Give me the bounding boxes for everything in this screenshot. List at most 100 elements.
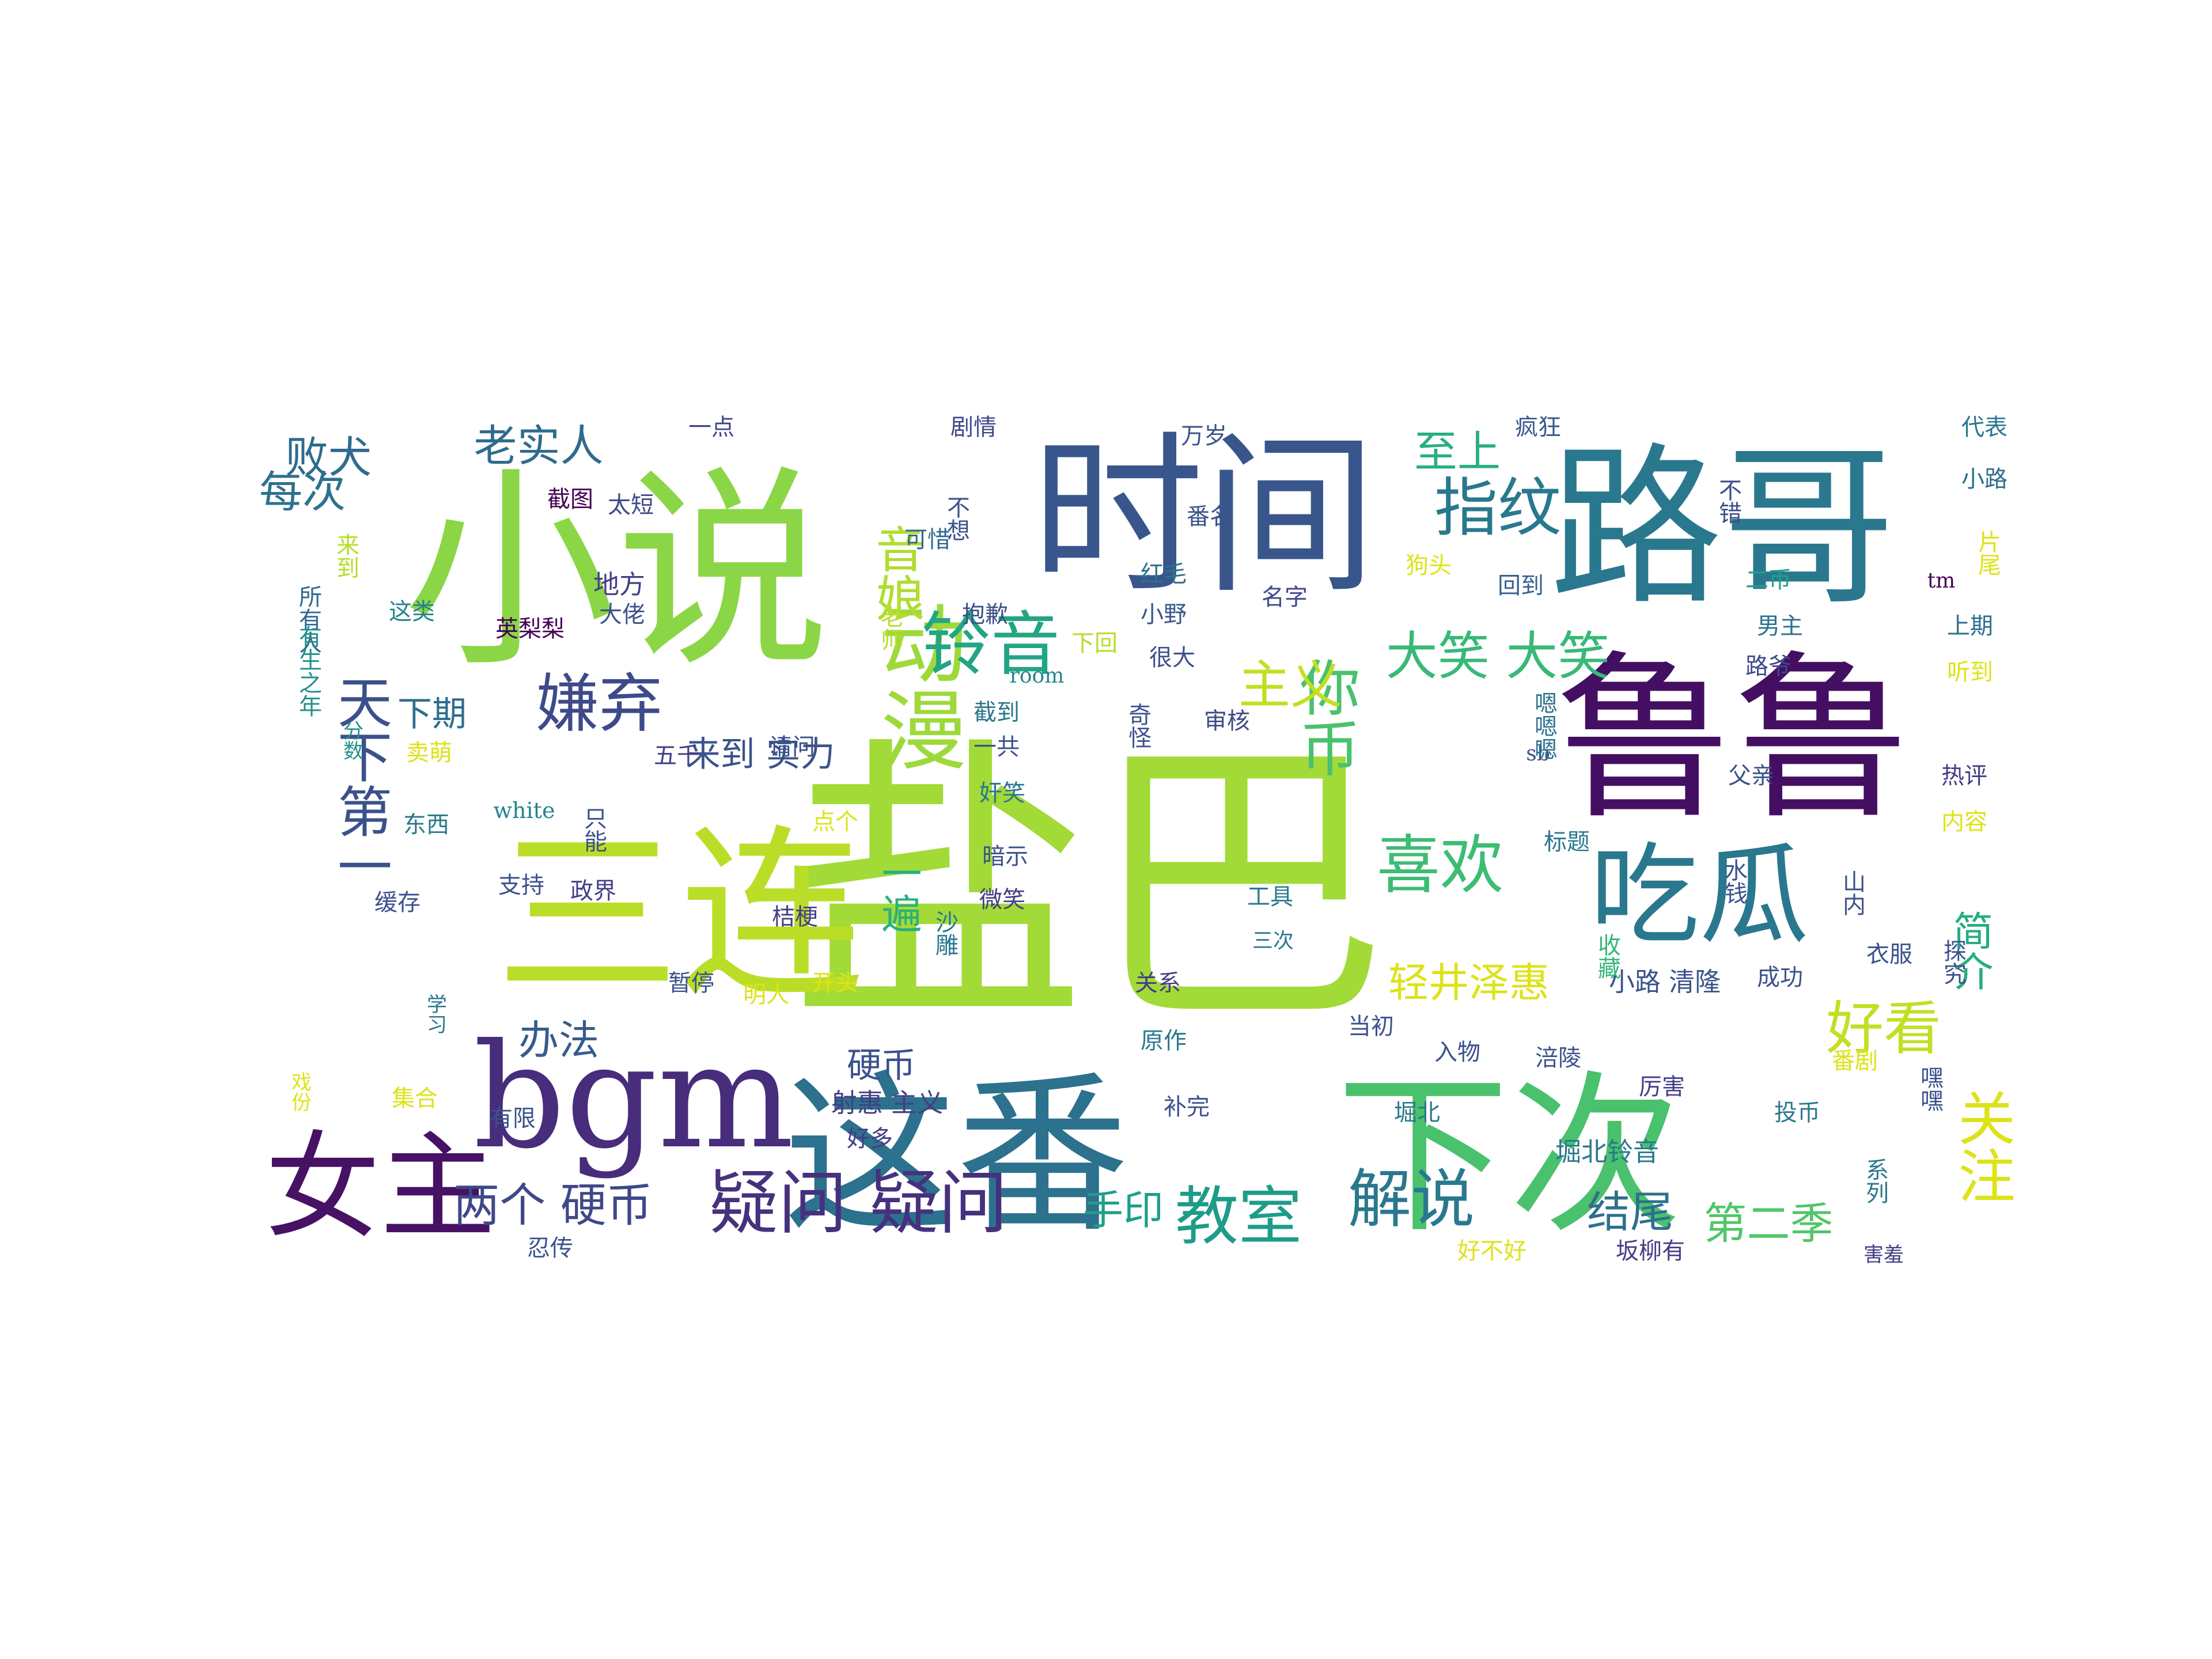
cloud-word: 补完 [1164, 1094, 1210, 1120]
cloud-word: 这类 [389, 599, 435, 625]
cloud-word: 桔梗 [772, 904, 818, 930]
cloud-word: 父亲 [1728, 763, 1774, 789]
cloud-word: bgm [473, 1013, 794, 1180]
cloud-word: 山内 [1839, 870, 1865, 916]
cloud-word: 路哥 [1550, 427, 1895, 628]
cloud-word: 成功 [1757, 964, 1803, 991]
cloud-word: 热评 [1941, 763, 1987, 789]
cloud-word: 明人 [743, 982, 789, 1008]
cloud-word: 投币 [1774, 1100, 1820, 1126]
cloud-word: 喜欢 [1377, 828, 1503, 902]
cloud-word: 时间 [1031, 416, 1377, 617]
cloud-word: 害羞 [1863, 1244, 1904, 1267]
cloud-word: 好看 [1826, 995, 1941, 1062]
cloud-word: 番名 [1187, 503, 1233, 530]
cloud-word: 集合 [392, 1085, 438, 1112]
cloud-word: 厉害 [1639, 1074, 1685, 1100]
cloud-word: 每次 [259, 467, 346, 517]
cloud-word: 铃音 [922, 605, 1060, 685]
cloud-word: 盐巴 [789, 713, 1388, 1062]
cloud-word: 小野 [1141, 601, 1187, 628]
cloud-word: 内容 [1941, 809, 1987, 835]
cloud-word: 开头 [812, 970, 858, 997]
cloud-word: 好多 [847, 1126, 893, 1152]
cloud-word: 天下第一 [328, 674, 392, 893]
cloud-word: 嗯嗯嗯 [1531, 691, 1557, 760]
cloud-word: 好不好 [1457, 1238, 1527, 1264]
cloud-word: 抱歉 [962, 601, 1008, 628]
cloud-word: 小路 清隆 [1609, 967, 1721, 997]
cloud-word: 入物 [1434, 1039, 1480, 1066]
cloud-word: 办法 [518, 1017, 599, 1064]
cloud-word: 下次 [1336, 1055, 1682, 1256]
cloud-word: 番剧 [1832, 1048, 1878, 1074]
cloud-word: 教室 [1175, 1180, 1302, 1253]
cloud-word: 狗头 [1406, 552, 1452, 579]
cloud-word: white [494, 798, 555, 823]
cloud-word: 败犬 [285, 432, 372, 483]
cloud-word: 大佬 [599, 601, 645, 628]
cloud-word: 片尾 [1974, 530, 2001, 576]
cloud-word: 动漫 [866, 599, 966, 772]
cloud-word: 三连 [495, 809, 864, 1023]
cloud-word: 老实人 [474, 421, 603, 471]
cloud-word: 听到 [1947, 659, 1993, 685]
cloud-word: 标题 [1544, 829, 1590, 855]
cloud-word: 疯狂 [1515, 414, 1561, 441]
cloud-word: 硬币 [847, 1046, 916, 1086]
cloud-word: 手印 [1083, 1187, 1164, 1234]
cloud-word: 下回 [1071, 630, 1118, 657]
cloud-word: 来到 [332, 533, 359, 579]
cloud-word: 小路 [1961, 466, 2008, 493]
cloud-word: 英梨梨 [495, 616, 565, 642]
cloud-word: 微笑 [979, 887, 1025, 913]
cloud-word: 学习 [423, 994, 446, 1034]
cloud-word: 回到 [1498, 573, 1544, 599]
cloud-word: 一遍 [875, 853, 922, 933]
cloud-word: 第二季 [1703, 1198, 1833, 1249]
cloud-word: 缓存 [374, 889, 421, 916]
cloud-word: 很大 [1149, 645, 1195, 671]
cloud-word: 收藏 [1594, 933, 1620, 979]
cloud-word: 红毛 [1141, 561, 1187, 588]
cloud-word: 截图 [547, 486, 593, 513]
cloud-word: 万岁 [1181, 423, 1227, 449]
cloud-word: 两个 硬币 [453, 1179, 652, 1232]
cloud-word: 一共 [974, 734, 1020, 760]
cloud-word: 轻井泽惠 [1388, 959, 1550, 1006]
cloud-word: 解说 [1348, 1162, 1475, 1236]
cloud-word: 截到 [974, 699, 1020, 726]
cloud-word: 原作 [1141, 1028, 1187, 1054]
cloud-word: 东西 [403, 812, 449, 838]
cloud-word: 这番 [783, 1055, 1129, 1256]
cloud-word: 太短 [608, 492, 654, 518]
cloud-word: 有限 [490, 1105, 536, 1132]
cloud-word: 可惜 [904, 527, 950, 553]
cloud-word: 衣服 [1866, 941, 1912, 968]
cloud-word: 路爷 [1745, 653, 1791, 680]
cloud-word: 音娘 [868, 524, 925, 622]
cloud-word: 射惠 主义 [831, 1088, 943, 1118]
cloud-word: 不想 [943, 495, 969, 541]
cloud-word: 支持 [498, 872, 544, 899]
cloud-word: 请问 [769, 734, 815, 760]
cloud-word: 上期 [1947, 613, 1993, 639]
cloud-word: 简介 [1946, 910, 1994, 991]
cloud-word: 忍传 [527, 1235, 573, 1262]
cloud-word: 指纹 [1434, 471, 1561, 545]
cloud-word: 疑问 疑问 [709, 1164, 1007, 1244]
cloud-word: 涪陵 [1535, 1045, 1581, 1071]
cloud-word: 只能 [580, 806, 607, 853]
cloud-word: tm [1927, 569, 1956, 593]
cloud-word: 大笑 大笑 [1386, 626, 1610, 687]
cloud-word: sb [1526, 742, 1550, 766]
cloud-word: 暂停 [668, 970, 714, 997]
cloud-word: 系列 [1862, 1158, 1888, 1204]
cloud-word: 二币 [1745, 567, 1791, 593]
cloud-word: 鲁鲁 [1555, 635, 1912, 843]
cloud-word: 老师 [877, 605, 903, 651]
cloud-word: 至上 [1414, 426, 1501, 477]
cloud-word: 女主 [265, 1120, 495, 1255]
cloud-word: 堀北铃音 [1555, 1137, 1659, 1167]
